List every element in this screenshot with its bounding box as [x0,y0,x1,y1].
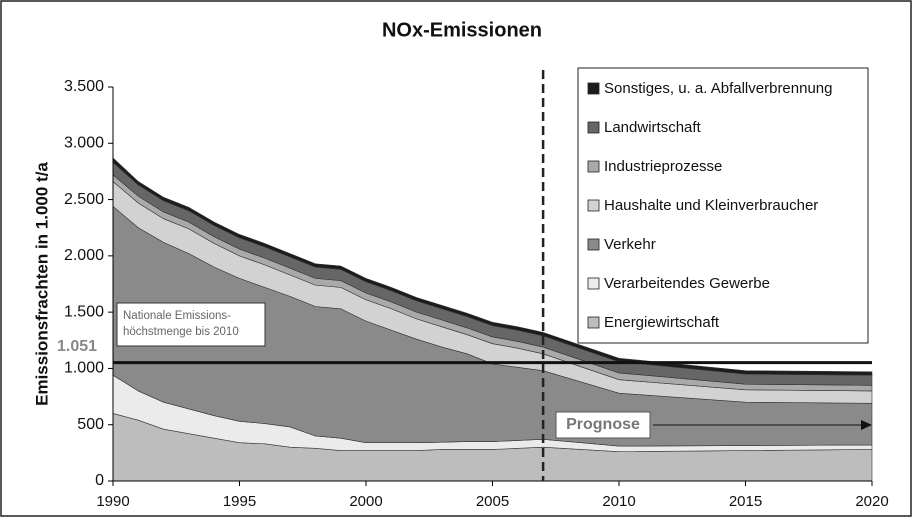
legend-swatch [587,160,600,173]
x-tick-label: 1990 [96,493,129,510]
x-tick-label: 1995 [223,493,256,510]
legend-swatch [587,238,600,251]
y-tick-label: 0 [95,472,104,489]
reference-label: 1.051 [57,338,97,355]
y-tick-label: 500 [77,416,104,433]
x-tick-label: 2020 [855,493,888,510]
legend-swatch [587,199,600,212]
legend-swatch [587,316,600,329]
y-tick-label: 3.500 [64,78,104,95]
x-tick-label: 2010 [602,493,635,510]
forecast-label: Prognose [566,416,640,433]
x-tick-label: 2000 [349,493,382,510]
legend-swatch [587,277,600,290]
legend-label: Landwirtschaft [604,119,702,136]
y-tick-label: 2.500 [64,191,104,208]
area [112,157,873,376]
legend-label: Sonstiges, u. a. Abfallverbrennung [604,80,833,97]
y-tick-label: 3.000 [64,135,104,152]
y-tick-label: 1.000 [64,360,104,377]
legend-swatch [587,82,600,95]
note-text: Nationale Emissions- [123,310,231,322]
legend-box [577,67,869,344]
note-box [116,302,266,347]
y-axis-label: Emissionsfrachten in 1.000 t/a [32,162,51,406]
legend-label: Verarbeitendes Gewerbe [604,275,770,292]
legend-swatch [587,121,600,134]
y-tick-label: 2.000 [64,247,104,264]
legend-label: Industrieprozesse [604,158,722,175]
y-tick-label: 1.500 [64,303,104,320]
legend-label: Verkehr [604,236,656,253]
legend-label: Energiewirtschaft [604,314,720,331]
chart-title: NOx-Emissionen [382,19,542,41]
x-tick-label: 2015 [729,493,762,510]
x-tick-label: 2005 [476,493,509,510]
note-text: höchstmenge bis 2010 [123,326,239,338]
legend-label: Haushalte und Kleinverbraucher [604,197,818,214]
arrow-head [861,420,872,430]
forecast-box [555,411,651,439]
